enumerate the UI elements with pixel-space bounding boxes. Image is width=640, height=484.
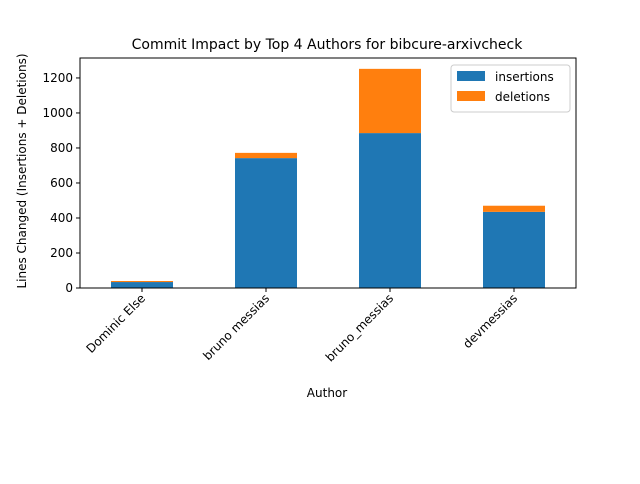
legend-swatch-deletions xyxy=(457,91,485,101)
legend: insertions deletions xyxy=(450,64,571,113)
legend-label-insertions: insertions xyxy=(495,70,554,84)
y-tick-label-2: 400 xyxy=(50,211,73,225)
y-tick-label-3: 600 xyxy=(50,176,73,190)
x-tick-label-0: Dominic Else xyxy=(83,291,148,356)
y-tick-label-4: 800 xyxy=(50,141,73,155)
bar-insertions-0 xyxy=(111,282,173,288)
x-tick-label-2: bruno_messias xyxy=(323,291,396,364)
x-tick-label-1: bruno messias xyxy=(200,291,272,363)
bar-insertions-2 xyxy=(359,133,421,288)
legend-label-deletions: deletions xyxy=(495,90,550,104)
bar-deletions-0 xyxy=(111,281,173,283)
bars-layer xyxy=(111,68,545,288)
x-axis-label: Author xyxy=(307,386,347,400)
bar-deletions-2 xyxy=(359,68,421,134)
bar-insertions-1 xyxy=(235,158,297,288)
y-axis-label: Lines Changed (Insertions + Deletions) xyxy=(15,53,29,288)
plot-frame xyxy=(79,57,577,289)
y-tick-label-5: 1000 xyxy=(42,106,73,120)
bar-insertions-3 xyxy=(483,211,545,288)
y-tick-label-1: 200 xyxy=(50,246,73,260)
y-tick-label-6: 1200 xyxy=(42,71,73,85)
legend-swatch-insertions xyxy=(457,71,485,81)
y-tick-label-0: 0 xyxy=(65,281,73,295)
bar-deletions-3 xyxy=(483,205,545,212)
chart-title: Commit Impact by Top 4 Authors for bibcu… xyxy=(132,37,524,53)
bar-deletions-1 xyxy=(235,152,297,159)
x-tick-label-3: devmessias xyxy=(460,291,520,351)
